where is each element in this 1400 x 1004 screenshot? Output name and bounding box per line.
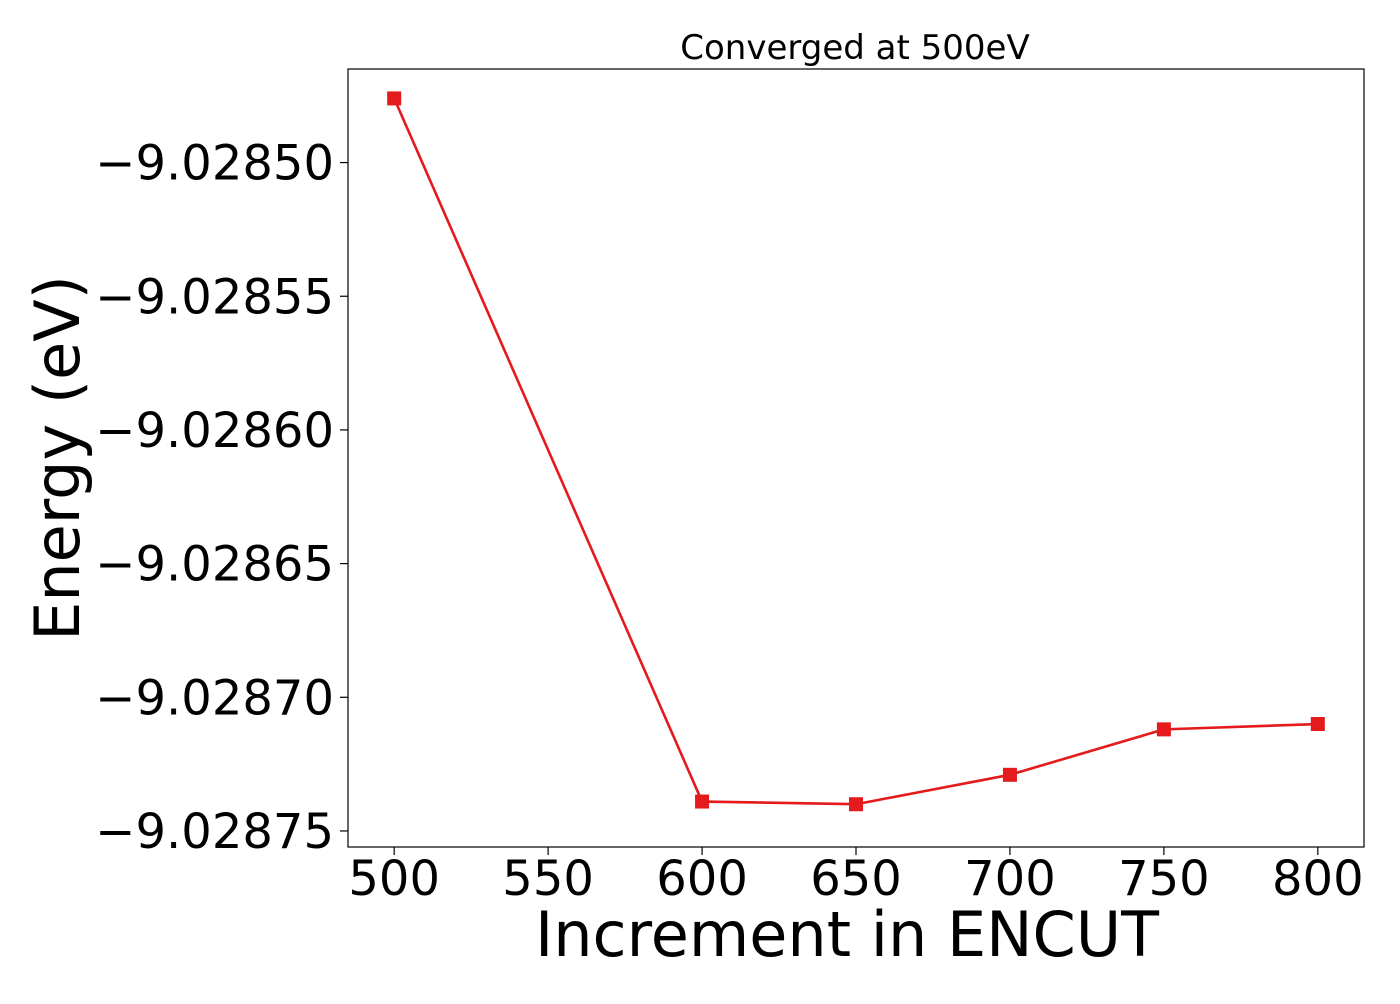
series-line xyxy=(392,97,1318,806)
plot-area-frame xyxy=(347,68,1365,848)
chart-title: Converged at 500eV xyxy=(680,28,1029,68)
x-tick-label: 750 xyxy=(1118,851,1210,907)
y-tick-label: −9.02865 xyxy=(95,537,334,593)
data-point xyxy=(1002,767,1017,782)
y-axis-label: Energy (eV) xyxy=(21,275,94,641)
data-point xyxy=(849,797,863,812)
data-point xyxy=(1310,717,1325,732)
y-axis-ticks: −9.02850 −9.02855 −9.02860 −9.02865 −9.02870… xyxy=(95,136,348,860)
data-point xyxy=(387,91,402,106)
x-tick-label: 550 xyxy=(502,851,594,907)
x-axis-ticks: 500 550 600 650 700 750 800 xyxy=(348,847,1364,907)
x-tick-label: 650 xyxy=(810,851,902,907)
y-tick-label: −9.02850 xyxy=(95,136,334,192)
x-axis-label: Increment in ENCUT xyxy=(535,898,1160,971)
data-point xyxy=(695,794,710,809)
x-tick-label: 600 xyxy=(656,851,748,907)
y-tick-label: −9.02870 xyxy=(95,670,334,726)
x-tick-label: 700 xyxy=(964,851,1056,907)
x-tick-label: 800 xyxy=(1272,851,1364,907)
y-tick-label: −9.02875 xyxy=(95,804,334,860)
y-tick-label: −9.02855 xyxy=(95,269,334,325)
series-layer xyxy=(387,91,1325,812)
x-tick-label: 500 xyxy=(348,851,440,907)
data-point xyxy=(1156,722,1171,737)
y-tick-label: −9.02860 xyxy=(95,403,334,459)
